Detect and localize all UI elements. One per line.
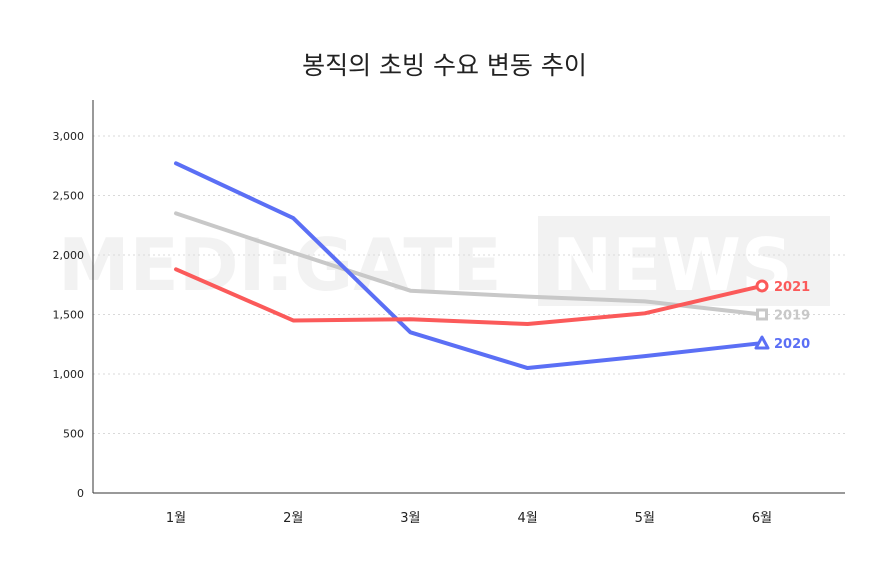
series-label-2021: 2021 [774, 280, 810, 295]
series-line-2020 [174, 161, 764, 371]
series-label-2020: 2020 [774, 337, 810, 352]
chart-title: 봉직의 초빙 수요 변동 추이 [302, 51, 587, 80]
x-tick-label: 5월 [635, 511, 655, 526]
watermark-left: MEDI:GATE [58, 223, 502, 307]
y-tick-label: 2,000 [53, 249, 85, 262]
x-tick-label: 2월 [283, 511, 303, 526]
series-marker-2021 [755, 279, 769, 293]
x-tick-label: 4월 [517, 511, 537, 526]
series-marker-2020 [754, 335, 770, 350]
series-marker-2019 [756, 308, 768, 321]
watermark-right: NEWS [552, 223, 793, 307]
series-line-2019 [174, 211, 764, 317]
y-tick-label: 500 [63, 428, 84, 441]
y-tick-label: 2,500 [53, 190, 85, 203]
series-label-2019: 2019 [774, 309, 810, 324]
watermark-box [538, 216, 830, 306]
y-tick-label: 3,000 [53, 130, 85, 143]
x-tick-label: 1월 [166, 511, 186, 526]
x-tick-label: 3월 [400, 511, 420, 526]
y-tick-label: 1,500 [53, 309, 85, 322]
x-tick-label: 6월 [752, 511, 772, 526]
series-line-2021 [174, 267, 764, 327]
y-tick-label: 1,000 [53, 368, 85, 381]
y-tick-label: 0 [77, 487, 84, 500]
